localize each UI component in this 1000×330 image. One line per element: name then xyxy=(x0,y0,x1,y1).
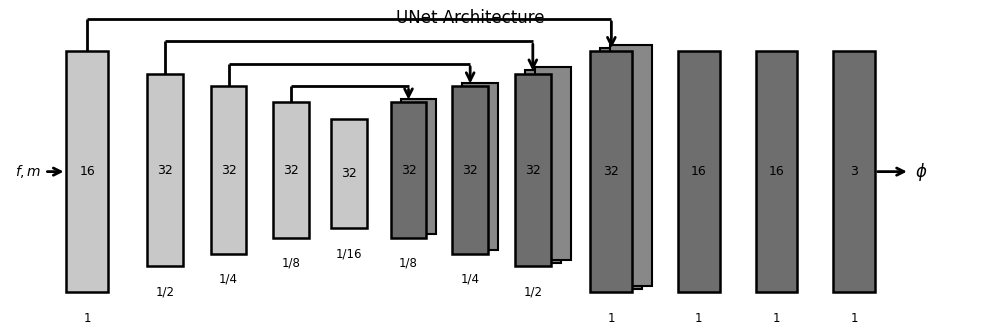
Text: 1/16: 1/16 xyxy=(336,247,362,260)
Text: 1: 1 xyxy=(695,312,703,324)
Text: 16: 16 xyxy=(769,165,784,178)
Text: UNet Architecture: UNet Architecture xyxy=(396,9,544,27)
Text: 1/2: 1/2 xyxy=(523,286,542,299)
Text: 1: 1 xyxy=(773,312,780,324)
Text: 32: 32 xyxy=(401,163,416,177)
FancyBboxPatch shape xyxy=(600,48,642,289)
Text: 16: 16 xyxy=(79,165,95,178)
FancyBboxPatch shape xyxy=(273,103,309,238)
FancyBboxPatch shape xyxy=(391,103,426,238)
Text: 1/8: 1/8 xyxy=(399,257,418,270)
Text: 32: 32 xyxy=(604,165,619,178)
FancyBboxPatch shape xyxy=(590,51,632,292)
FancyBboxPatch shape xyxy=(452,86,488,254)
FancyBboxPatch shape xyxy=(678,51,720,292)
Text: 1: 1 xyxy=(608,312,615,324)
FancyBboxPatch shape xyxy=(833,51,875,292)
Text: 1/8: 1/8 xyxy=(282,257,301,270)
Text: 32: 32 xyxy=(283,163,299,177)
Text: 1/4: 1/4 xyxy=(219,273,238,286)
Text: $\phi$: $\phi$ xyxy=(915,161,927,182)
FancyBboxPatch shape xyxy=(401,99,436,234)
FancyBboxPatch shape xyxy=(331,118,367,228)
FancyBboxPatch shape xyxy=(66,51,108,292)
FancyBboxPatch shape xyxy=(525,70,561,263)
Text: 32: 32 xyxy=(157,163,173,177)
Text: 32: 32 xyxy=(341,167,357,180)
FancyBboxPatch shape xyxy=(462,83,498,250)
Text: 1: 1 xyxy=(84,312,91,324)
FancyBboxPatch shape xyxy=(756,51,797,292)
Text: 1/4: 1/4 xyxy=(461,273,480,286)
Text: 32: 32 xyxy=(462,163,478,177)
Text: 16: 16 xyxy=(691,165,707,178)
FancyBboxPatch shape xyxy=(535,67,571,260)
Text: 32: 32 xyxy=(525,163,541,177)
FancyBboxPatch shape xyxy=(610,45,652,286)
FancyBboxPatch shape xyxy=(147,74,183,267)
Text: 3: 3 xyxy=(850,165,858,178)
Text: 32: 32 xyxy=(221,163,236,177)
FancyBboxPatch shape xyxy=(211,86,246,254)
FancyBboxPatch shape xyxy=(515,74,551,267)
Text: 1: 1 xyxy=(850,312,858,324)
Text: 1/2: 1/2 xyxy=(155,286,174,299)
Text: $f, m$: $f, m$ xyxy=(15,163,41,180)
